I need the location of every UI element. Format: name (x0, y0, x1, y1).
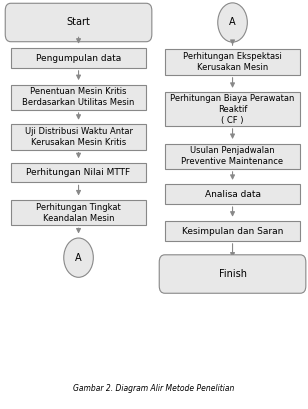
Circle shape (64, 238, 93, 277)
Text: Finish: Finish (219, 269, 246, 279)
Text: Start: Start (67, 18, 91, 27)
FancyBboxPatch shape (165, 49, 300, 75)
Text: Uji Distribusi Waktu Antar
Kerusakan Mesin Kritis: Uji Distribusi Waktu Antar Kerusakan Mes… (25, 127, 132, 147)
Text: Penentuan Mesin Kritis
Berdasarkan Utilitas Mesin: Penentuan Mesin Kritis Berdasarkan Utili… (22, 87, 135, 108)
FancyBboxPatch shape (11, 163, 146, 182)
Text: Usulan Penjadwalan
Preventive Maintenance: Usulan Penjadwalan Preventive Maintenanc… (181, 146, 284, 166)
FancyBboxPatch shape (5, 3, 152, 42)
FancyBboxPatch shape (165, 221, 300, 241)
FancyBboxPatch shape (165, 144, 300, 169)
Text: Gambar 2. Diagram Alir Metode Penelitian: Gambar 2. Diagram Alir Metode Penelitian (73, 384, 235, 393)
Text: Pengumpulan data: Pengumpulan data (36, 54, 121, 63)
Text: Perhitungan Biaya Perawatan
Reaktif
( CF ): Perhitungan Biaya Perawatan Reaktif ( CF… (170, 94, 295, 125)
FancyBboxPatch shape (159, 255, 306, 293)
Text: A: A (75, 253, 82, 263)
Text: A: A (229, 18, 236, 27)
FancyBboxPatch shape (11, 200, 146, 225)
FancyBboxPatch shape (11, 48, 146, 68)
FancyBboxPatch shape (11, 124, 146, 150)
FancyBboxPatch shape (165, 184, 300, 204)
FancyBboxPatch shape (165, 92, 300, 126)
Circle shape (218, 3, 247, 42)
Text: Perhitungan Nilai MTTF: Perhitungan Nilai MTTF (26, 168, 131, 177)
Text: Perhitungan Tingkat
Keandalan Mesin: Perhitungan Tingkat Keandalan Mesin (36, 202, 121, 223)
FancyBboxPatch shape (11, 85, 146, 110)
Text: Kesimpulan dan Saran: Kesimpulan dan Saran (182, 227, 283, 236)
Text: Analisa data: Analisa data (205, 190, 261, 199)
Text: Perhitungan Ekspektasi
Kerusakan Mesin: Perhitungan Ekspektasi Kerusakan Mesin (183, 52, 282, 72)
